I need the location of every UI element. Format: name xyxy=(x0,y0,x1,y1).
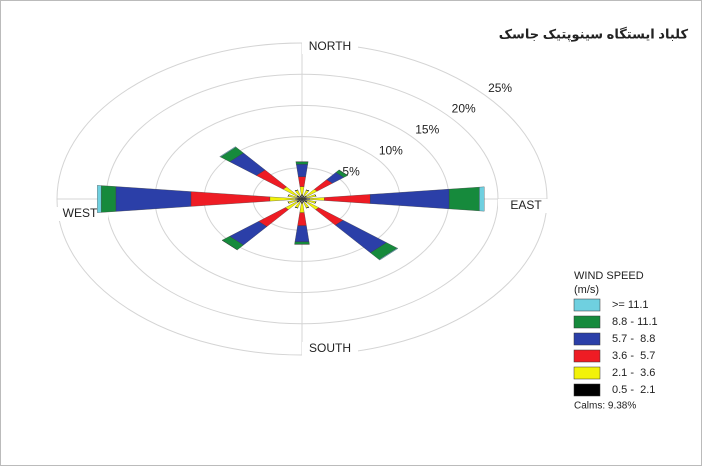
petal-segment xyxy=(306,189,310,191)
legend-title: WIND SPEED xyxy=(574,270,644,282)
direction-label-bg xyxy=(302,342,358,356)
petal-segment xyxy=(338,169,348,176)
petal-segment xyxy=(449,186,480,212)
direction-label-bg xyxy=(498,199,554,213)
legend-label: 2.1 - 3.6 xyxy=(612,367,655,379)
legend-label: 5.7 - 8.8 xyxy=(612,333,655,345)
legend-swatch xyxy=(573,315,601,329)
petal-segment xyxy=(219,146,237,158)
petal-segment xyxy=(314,194,317,197)
direction-label: EAST xyxy=(510,198,542,212)
petal-segment xyxy=(306,207,310,209)
calms: Calms: 9.38% xyxy=(574,401,636,412)
petal-segment xyxy=(287,201,290,204)
petal-segment xyxy=(294,189,298,191)
petal-segment xyxy=(287,194,290,197)
petal-segment xyxy=(378,247,399,261)
legend-label: 8.8 - 11.1 xyxy=(612,316,658,328)
direction-label: SOUTH xyxy=(309,341,351,355)
legend-swatch xyxy=(573,298,601,312)
chart-title: کلباد ایستگاه سینوپتیک جاسک xyxy=(499,26,689,41)
legend-label: 3.6 - 5.7 xyxy=(612,350,655,362)
petal-segment xyxy=(294,241,310,245)
ring-label: 15% xyxy=(415,123,439,137)
petal-segment xyxy=(97,185,102,213)
ring-label: 20% xyxy=(452,102,476,116)
direction-label: WEST xyxy=(63,206,98,220)
legend-swatch xyxy=(573,383,601,397)
petal-segment xyxy=(101,185,116,213)
legend-swatch xyxy=(573,332,601,346)
direction-label-bg xyxy=(302,40,358,54)
legend-label: >= 11.1 xyxy=(612,299,649,311)
petal-segment xyxy=(314,201,317,204)
ring-label: 10% xyxy=(379,143,403,157)
petal-segment xyxy=(221,240,238,251)
ring-label: 25% xyxy=(488,81,512,95)
petal-segment xyxy=(295,161,309,165)
legend-swatch xyxy=(573,366,601,380)
direction-label-bg xyxy=(52,207,108,221)
legend-label: 0.5 - 2.1 xyxy=(612,384,655,396)
petal-segment xyxy=(296,164,308,177)
legend-unit: (m/s) xyxy=(574,284,599,296)
direction-label: NORTH xyxy=(309,39,351,53)
petal-segment xyxy=(479,186,485,212)
petal-segment xyxy=(294,207,298,209)
legend-swatch xyxy=(573,349,601,363)
petal-segment xyxy=(294,225,310,242)
